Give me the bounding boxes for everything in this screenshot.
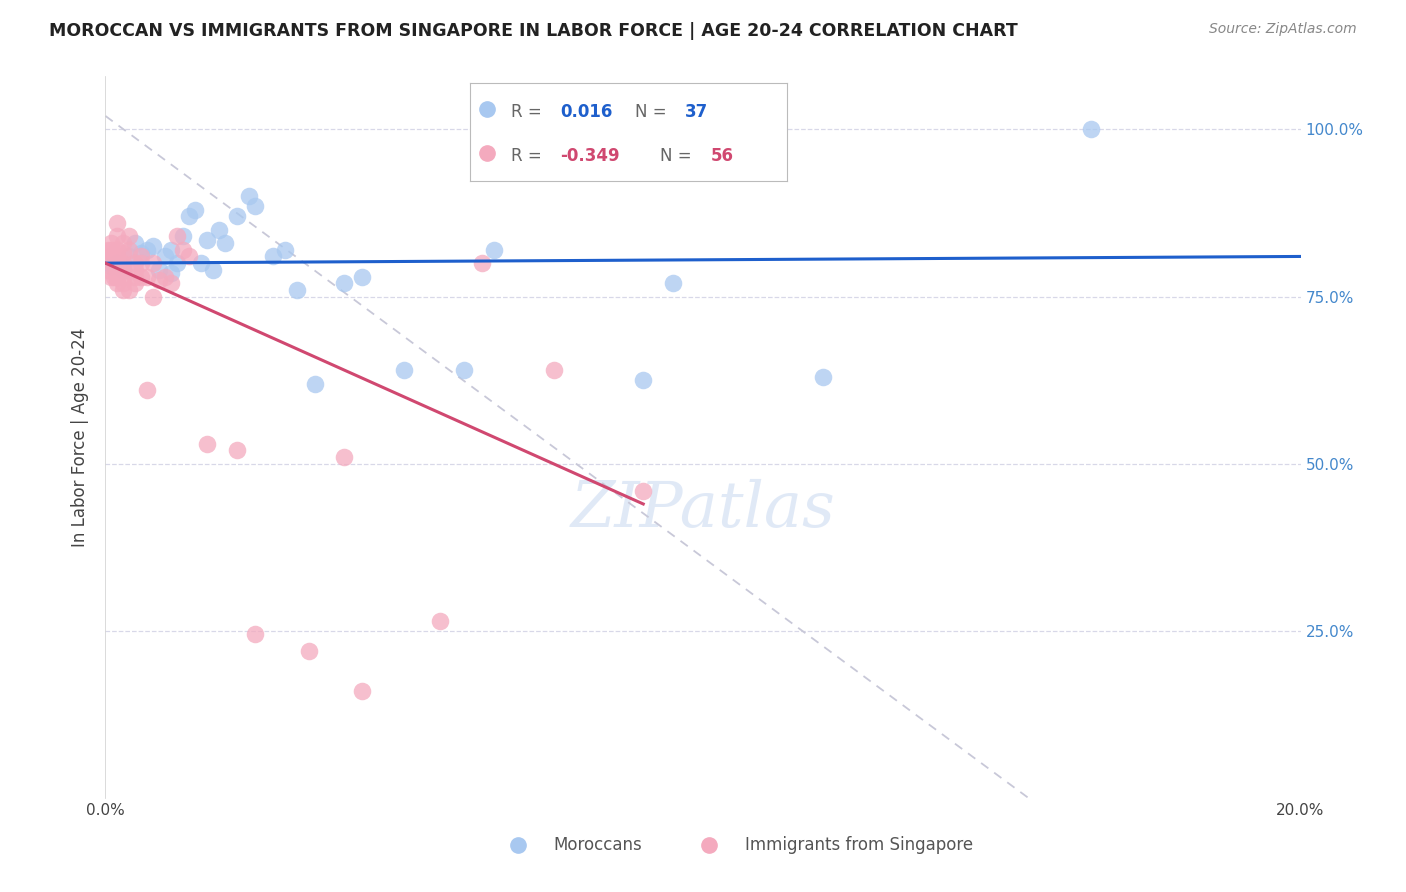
Point	[107, 256, 129, 270]
Point	[107, 216, 129, 230]
Point	[107, 269, 129, 284]
Point	[124, 236, 146, 251]
Point	[166, 229, 188, 244]
Point	[110, 256, 132, 270]
Point	[100, 256, 122, 270]
Point	[112, 269, 135, 284]
Point	[107, 250, 129, 264]
Point	[304, 376, 326, 391]
Point	[107, 263, 129, 277]
Text: MOROCCAN VS IMMIGRANTS FROM SINGAPORE IN LABOR FORCE | AGE 20-24 CORRELATION CHA: MOROCCAN VS IMMIGRANTS FROM SINGAPORE IN…	[49, 22, 1018, 40]
Point	[129, 250, 153, 264]
Point	[136, 269, 159, 284]
Point	[107, 256, 129, 270]
Point	[298, 644, 321, 658]
Point	[166, 256, 188, 270]
Point	[155, 250, 177, 264]
Point	[243, 627, 266, 641]
Point	[333, 277, 356, 291]
Point	[124, 256, 146, 270]
Point	[471, 256, 494, 270]
Point	[243, 199, 266, 213]
Point	[633, 483, 655, 498]
Point	[155, 269, 177, 284]
Point	[129, 269, 153, 284]
Point	[352, 269, 374, 284]
Point	[333, 450, 356, 465]
Y-axis label: In Labor Force | Age 20-24: In Labor Force | Age 20-24	[72, 327, 90, 547]
Point	[225, 210, 249, 224]
Point	[160, 266, 183, 280]
Point	[103, 269, 125, 284]
Point	[118, 283, 141, 297]
Point	[208, 223, 231, 237]
Point	[273, 243, 295, 257]
Text: Moroccans: Moroccans	[554, 837, 643, 855]
Point	[129, 246, 153, 260]
Point	[811, 369, 834, 384]
Point	[195, 233, 218, 247]
Point	[1080, 122, 1102, 136]
Point	[160, 243, 183, 257]
Point	[238, 189, 260, 203]
Point	[172, 243, 194, 257]
Point	[107, 229, 129, 244]
Point	[112, 277, 135, 291]
Point	[107, 269, 129, 284]
Point	[124, 269, 146, 284]
Point	[118, 229, 141, 244]
Point	[136, 243, 159, 257]
Point	[148, 263, 170, 277]
Point	[112, 256, 135, 270]
Point	[225, 443, 249, 458]
Point	[124, 277, 146, 291]
Point	[142, 256, 165, 270]
Point	[107, 277, 129, 291]
Point	[103, 250, 125, 264]
Point	[107, 243, 129, 257]
Point	[453, 363, 475, 377]
Point	[118, 250, 141, 264]
Point	[112, 236, 135, 251]
Point	[543, 363, 565, 377]
Point	[285, 283, 308, 297]
Point	[112, 246, 135, 260]
Point	[112, 263, 135, 277]
Point	[662, 277, 685, 291]
Point	[100, 260, 122, 274]
Point	[112, 283, 135, 297]
Point	[97, 243, 120, 257]
Point	[148, 273, 170, 287]
Point	[118, 243, 141, 257]
Point	[160, 277, 183, 291]
Point	[100, 269, 122, 284]
Point	[177, 210, 201, 224]
Point	[97, 263, 120, 277]
Text: Immigrants from Singapore: Immigrants from Singapore	[745, 837, 973, 855]
Point	[195, 437, 218, 451]
Point	[190, 256, 212, 270]
Point	[177, 250, 201, 264]
Point	[262, 250, 284, 264]
Point	[100, 236, 122, 251]
Point	[482, 243, 505, 257]
Point	[214, 236, 236, 251]
Point	[394, 363, 416, 377]
Text: Source: ZipAtlas.com: Source: ZipAtlas.com	[1209, 22, 1357, 37]
Point	[184, 202, 207, 217]
Point	[352, 684, 374, 698]
Point	[202, 263, 225, 277]
Point	[429, 614, 451, 628]
Point	[100, 250, 122, 264]
Point	[172, 229, 194, 244]
Text: ZIPatlas: ZIPatlas	[571, 478, 835, 541]
Point	[124, 263, 146, 277]
Point	[633, 373, 655, 387]
Point	[100, 243, 122, 257]
Point	[129, 256, 153, 270]
Point	[142, 239, 165, 253]
Point	[142, 289, 165, 303]
Point	[112, 263, 135, 277]
Point	[136, 384, 159, 398]
